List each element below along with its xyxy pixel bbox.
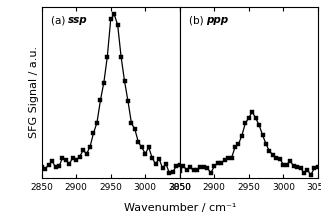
Text: ppp: ppp bbox=[206, 15, 228, 25]
Text: ssp: ssp bbox=[68, 15, 88, 25]
Text: (b): (b) bbox=[189, 15, 207, 25]
Y-axis label: SFG Signal / a.u.: SFG Signal / a.u. bbox=[29, 46, 39, 138]
Text: Wavenumber / cm⁻¹: Wavenumber / cm⁻¹ bbox=[124, 203, 236, 213]
Text: (a): (a) bbox=[51, 15, 69, 25]
